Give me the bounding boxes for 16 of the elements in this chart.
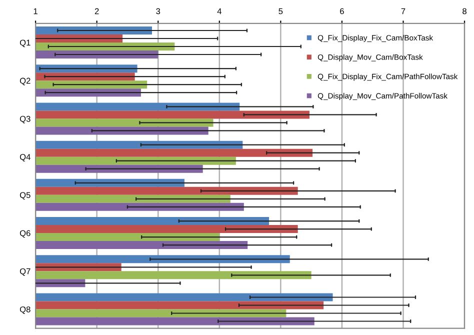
x-tick-label: 6: [340, 8, 344, 14]
x-tick-label: 5: [278, 8, 283, 14]
y-tick-label: Q5: [20, 192, 30, 200]
y-tick-label: Q4: [20, 154, 30, 162]
y-tick-label: Q7: [20, 268, 30, 276]
x-tick-label: 3: [156, 8, 160, 14]
x-tick-label: 2: [94, 8, 99, 14]
y-tick-label: Q3: [20, 116, 30, 124]
x-tick-label: 7: [401, 8, 406, 14]
x-tick-label: 4: [217, 8, 222, 14]
y-tick-label: Q8: [20, 306, 30, 314]
y-tick-label: Q1: [20, 40, 30, 48]
x-tick-label: 8: [462, 8, 466, 14]
y-tick-label: Q6: [20, 230, 30, 238]
x-tick-label: 1: [34, 8, 38, 14]
y-tick-label: Q2: [20, 78, 30, 86]
